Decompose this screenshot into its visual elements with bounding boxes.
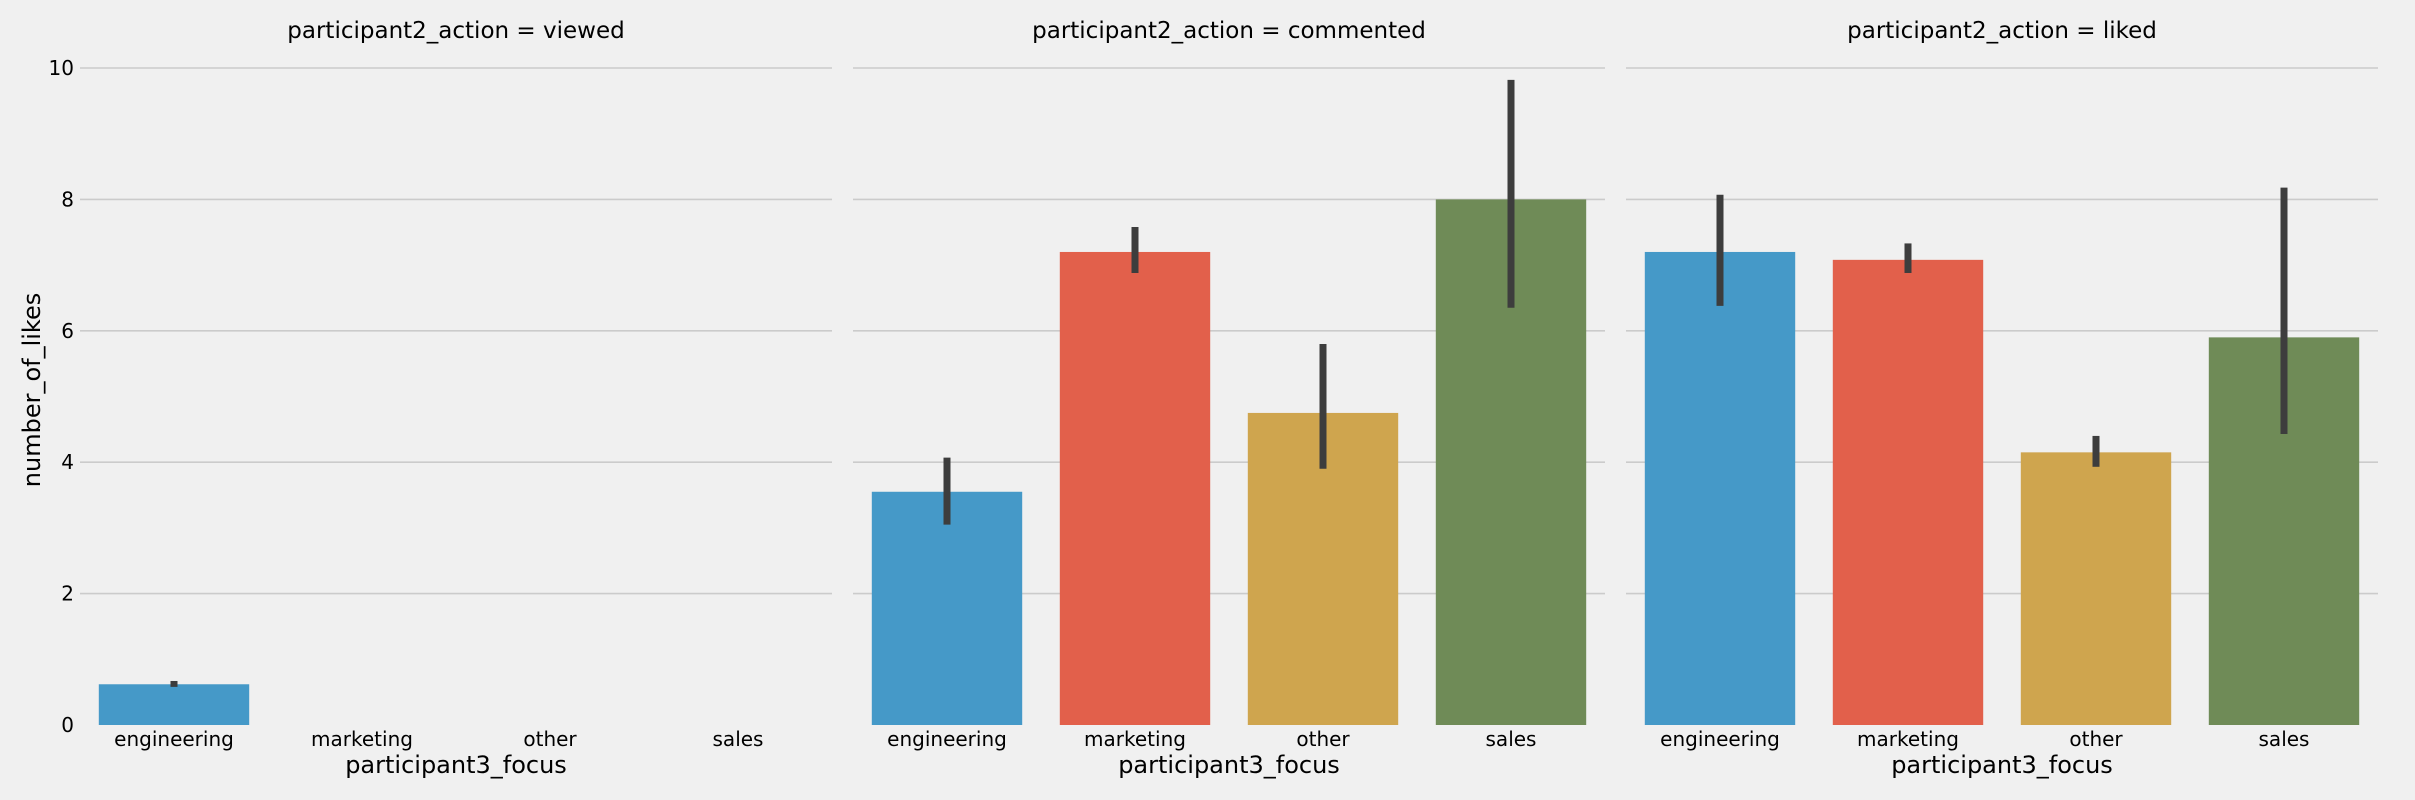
x-tick-label: engineering [887, 727, 1007, 751]
x-tick-label: other [2069, 727, 2123, 751]
x-tick-label: sales [1486, 727, 1537, 751]
x-tick-label: marketing [1857, 727, 1959, 751]
facet-panel: participant2_action = liked engineering ma… [1626, 18, 2378, 779]
x-tick-label: sales [713, 727, 764, 751]
y-tick-label: 6 [61, 319, 74, 343]
bar-engineering [871, 491, 1023, 725]
facet-panel: participant2_action = viewed engineering m… [80, 18, 832, 779]
y-tick-label: 4 [61, 450, 74, 474]
x-tick-label: other [1296, 727, 1350, 751]
panel-title: participant2_action = commented [1032, 18, 1426, 44]
y-tick-label: 10 [49, 56, 74, 80]
bar-other [2020, 452, 2172, 725]
x-axis-label: participant3_focus [1118, 751, 1340, 779]
facet-panel: participant2_action = commented engineeri… [853, 18, 1605, 779]
y-tick-label: 8 [61, 187, 74, 211]
panel-title: participant2_action = liked [1847, 18, 2157, 44]
x-axis-label: participant3_focus [1891, 751, 2113, 779]
bar-engineering [98, 684, 250, 725]
x-tick-label: engineering [1660, 727, 1780, 751]
x-tick-label: sales [2259, 727, 2310, 751]
bar-marketing [1059, 251, 1211, 725]
x-tick-label: marketing [1084, 727, 1186, 751]
facet-panels: 0 2 4 6 8 10 participant2_action = viewed engin… [49, 18, 2378, 779]
y-tick-label: 0 [61, 713, 74, 737]
x-tick-label: engineering [114, 727, 234, 751]
x-tick-label: other [523, 727, 577, 751]
y-tick-label: 2 [61, 582, 74, 606]
panel-title: participant2_action = viewed [287, 18, 624, 44]
bar-marketing [1832, 259, 1984, 725]
x-tick-label: marketing [311, 727, 413, 751]
y-axis-label: number_of_likes [18, 293, 46, 487]
bar-engineering [1644, 251, 1796, 725]
x-axis-label: participant3_focus [345, 751, 567, 779]
